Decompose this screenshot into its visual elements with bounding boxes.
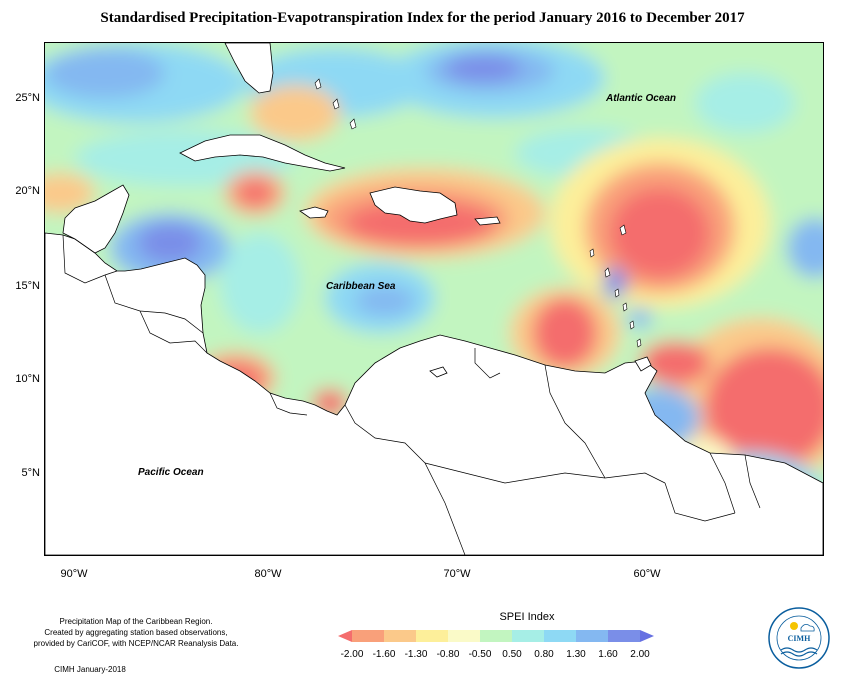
lat-tick-25: 25°N [15, 92, 40, 104]
legend-swatch [352, 630, 384, 642]
legend-swatch [416, 630, 448, 642]
legend-tick-label: 1.30 [566, 649, 586, 660]
lat-tick-15: 15°N [15, 280, 40, 292]
lon-tick-90: 90°W [60, 568, 88, 580]
map-title: Standardised Precipitation-Evapotranspir… [100, 10, 745, 26]
legend-swatch [512, 630, 544, 642]
caribbean-sea-label: Caribbean Sea [326, 281, 396, 292]
cimh-logo [768, 607, 830, 669]
logo-text: CIMH [787, 634, 811, 643]
legend-tick-label: 2.00 [630, 649, 650, 660]
legend-tick-label: 1.60 [598, 649, 618, 660]
caption-credit: CIMH January-2018 [54, 665, 126, 674]
atlantic-ocean-label: Atlantic Ocean [606, 93, 677, 104]
caption-line-2: Created by aggregating station based obs… [44, 628, 228, 637]
legend-tick-label: -1.30 [404, 649, 428, 660]
lat-tick-20: 20°N [15, 185, 40, 197]
legend-tick-label: -0.50 [468, 649, 492, 660]
legend-tick-label: -0.80 [436, 649, 460, 660]
legend-swatch [384, 630, 416, 642]
lon-tick-80: 80°W [254, 568, 282, 580]
legend-tick-label: 0.80 [534, 649, 554, 660]
legend-title: SPEI Index [499, 611, 555, 623]
lesser-antilles [314, 78, 642, 348]
legend-swatch [576, 630, 608, 642]
legend-swatch [544, 630, 576, 642]
caption-line-3: provided by CariCOF, with NCEP/NCAR Rean… [33, 639, 239, 648]
legend-tick-label: 0.50 [502, 649, 522, 660]
caption-line-1: Precipitation Map of the Caribbean Regio… [59, 617, 213, 626]
legend-swatch [448, 630, 480, 642]
country-borders [62, 234, 761, 555]
legend-swatch [608, 630, 640, 642]
pacific-ocean-label: Pacific Ocean [138, 467, 204, 478]
lon-tick-70: 70°W [443, 568, 471, 580]
legend-colorbar [338, 630, 654, 642]
legend-tick-label: -1.60 [372, 649, 396, 660]
legend-swatch [640, 630, 654, 642]
spei-map [44, 42, 824, 556]
lat-tick-5: 5°N [21, 467, 40, 479]
legend-tick-label: -2.00 [340, 649, 364, 660]
legend-swatch [338, 630, 352, 642]
lon-tick-60: 60°W [633, 568, 661, 580]
landmass [45, 43, 823, 555]
map-canvas [45, 43, 823, 555]
legend-swatch [480, 630, 512, 642]
lat-tick-10: 10°N [15, 373, 40, 385]
